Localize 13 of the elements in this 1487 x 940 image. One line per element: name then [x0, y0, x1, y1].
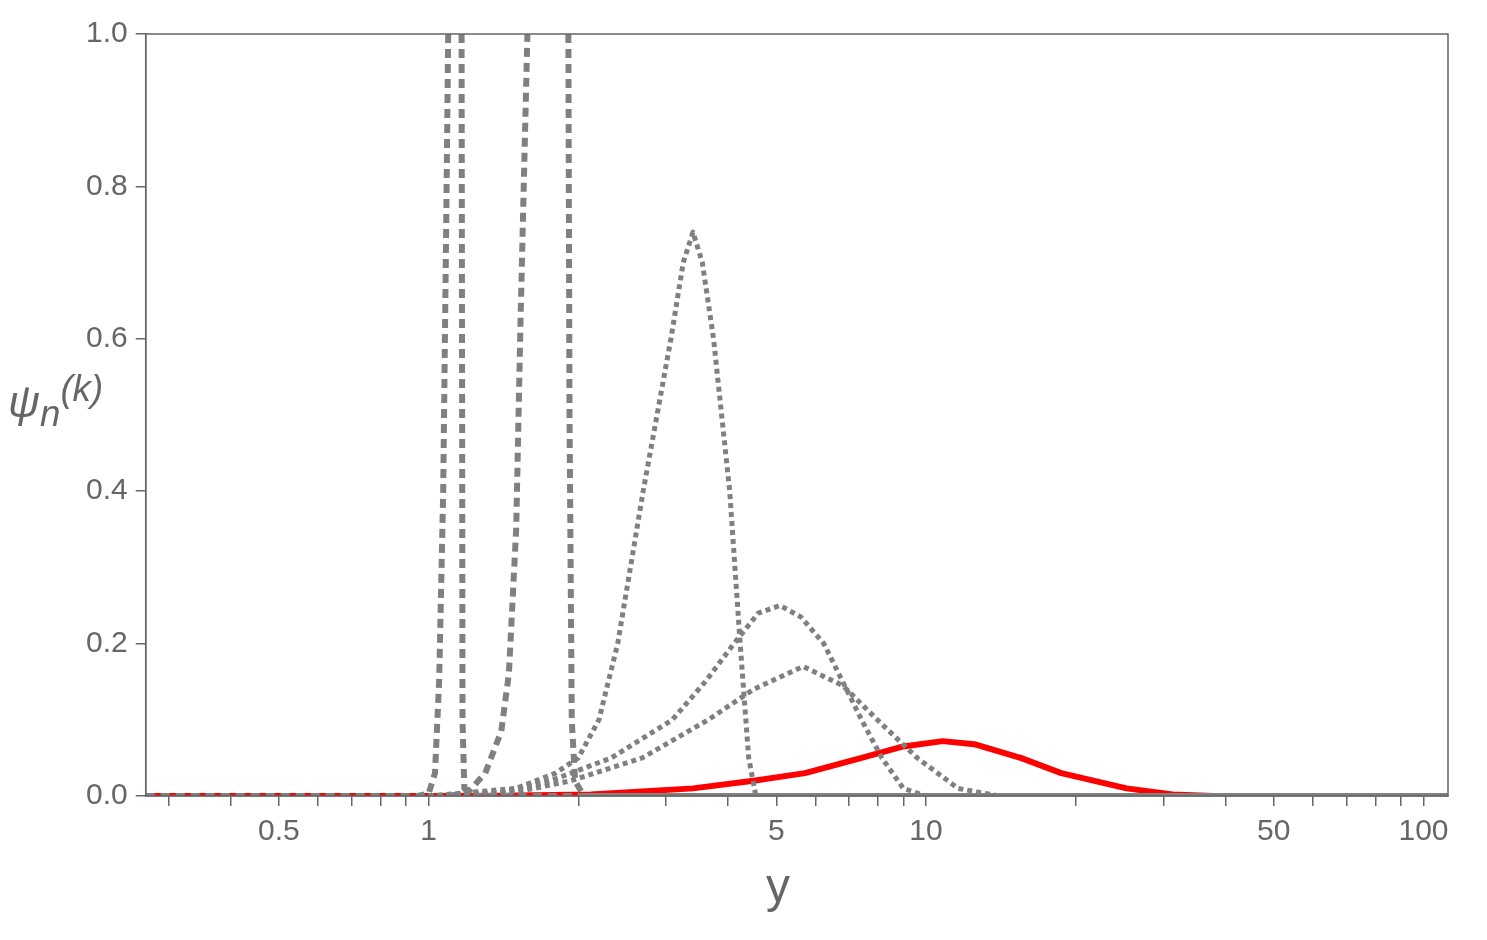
x-tick-label: 10: [909, 813, 943, 847]
y-tick-label: 0.6: [85, 320, 128, 354]
x-tick-label: 100: [1398, 813, 1449, 847]
y-tick-label: 0.4: [85, 472, 128, 506]
x-tick-label: 5: [767, 813, 785, 847]
y-tick-label: 0.2: [85, 624, 128, 658]
x-axis-title: y: [765, 858, 791, 913]
x-tick-label: 0.5: [257, 813, 300, 847]
y-tick-label: 0.8: [85, 167, 128, 201]
x-tick-label: 50: [1257, 813, 1291, 847]
x-tick-label: 1: [420, 813, 437, 847]
y-tick-label: 1.0: [85, 15, 128, 49]
y-tick-label: 0.0: [85, 777, 128, 811]
